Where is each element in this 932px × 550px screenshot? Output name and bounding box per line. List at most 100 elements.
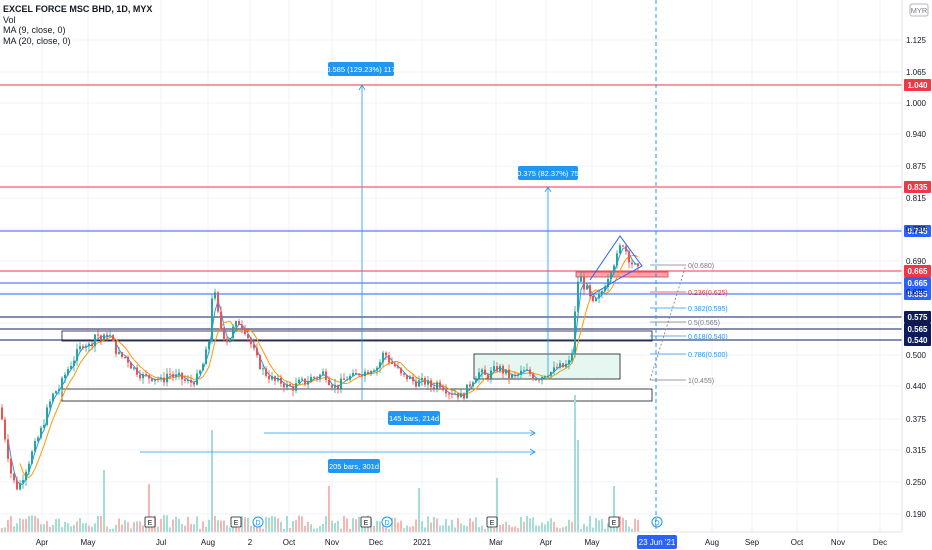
candle-body: [502, 365, 504, 374]
candle-body: [613, 265, 615, 273]
dividend-marker: [252, 516, 264, 528]
volume-bar: [280, 521, 282, 532]
candle-body: [418, 380, 420, 387]
fib-label: 0.382(0.595): [688, 306, 728, 313]
candle-body: [451, 393, 453, 395]
candle-body: [241, 324, 243, 329]
price-axis: MYR1.1251.0651.0000.9400.8750.8150.7500.…: [901, 0, 929, 532]
volume-bar: [388, 528, 390, 532]
price-tick-label: 0.690: [906, 257, 927, 266]
candle-body: [76, 349, 78, 361]
candle-body: [442, 387, 444, 391]
candle-body: [220, 311, 222, 329]
volume-bar: [409, 526, 411, 532]
candle-body: [142, 374, 144, 379]
volume-bar: [634, 518, 636, 532]
volume-bar: [283, 528, 285, 532]
fib-label: 0.618(0.540): [688, 334, 728, 341]
time-tick-label: 2: [248, 538, 253, 547]
candle-body: [589, 285, 591, 296]
volume-bar: [514, 526, 516, 532]
candle-body: [637, 263, 639, 267]
volume-bar: [25, 518, 27, 532]
candle-body: [61, 378, 63, 389]
volume-bar: [604, 528, 606, 532]
dividend-marker: [381, 516, 393, 528]
candle-body: [223, 328, 225, 339]
candle-body: [115, 341, 117, 354]
volume-bar: [580, 528, 582, 532]
candle-body: [349, 375, 351, 380]
volume-bar: [445, 519, 447, 532]
candle-body: [352, 373, 354, 376]
symbol-title: EXCEL FORCE MSC BHD, 1D, MYX: [3, 4, 153, 14]
volume-bar: [229, 527, 231, 532]
candle-body: [463, 393, 465, 399]
volume-bar: [505, 521, 507, 532]
candle-body: [91, 343, 93, 347]
fib-label: 0.5(0.565): [688, 320, 720, 327]
volume-bar: [10, 516, 12, 532]
candle-body: [178, 372, 180, 375]
measure-arrow-2-head: [544, 186, 552, 193]
candle-body: [265, 368, 267, 376]
candle-body: [604, 287, 606, 292]
fib-label: 0(0.680): [688, 263, 714, 270]
candle-body: [517, 374, 519, 376]
volume-bar: [49, 526, 51, 532]
candle-body: [79, 346, 81, 350]
candle-body: [490, 370, 492, 379]
time-tick-label: Sep: [745, 538, 760, 547]
volume-bar: [529, 518, 531, 532]
volume-bar: [37, 518, 39, 532]
volume-bar: [76, 521, 78, 532]
time-tick-label: Oct: [791, 538, 804, 547]
measure-label-1: 0.585 (129.23%) 117: [326, 65, 396, 74]
volume-bar: [355, 519, 357, 532]
volume-bar: [106, 526, 108, 532]
candle-body: [286, 384, 288, 388]
volume-bar: [292, 520, 294, 532]
candle-body: [610, 272, 612, 280]
candle-body: [268, 375, 270, 380]
volume-bar: [1, 528, 3, 532]
dividend-marker-label: D: [255, 520, 260, 527]
candle-body: [523, 370, 525, 372]
candle-body: [226, 338, 228, 343]
candle-body: [28, 463, 30, 472]
volume-bar: [241, 516, 243, 532]
time-tick-label: Nov: [831, 538, 845, 547]
candle-body: [532, 374, 534, 380]
volume-bar: [250, 525, 252, 532]
price-tick-label: 0.315: [906, 446, 927, 455]
volume-bar: [502, 524, 504, 532]
volume-bar: [88, 525, 90, 532]
price-tick-label: 0.250: [906, 478, 927, 487]
legend-ma9: MA (9, close, 0): [3, 25, 66, 35]
measure-arrow-4-head: [529, 448, 536, 456]
candle-body: [169, 373, 171, 375]
candle-body: [322, 371, 324, 375]
volume-bar: [589, 516, 591, 532]
volume-bar: [55, 519, 57, 532]
volume-bar: [100, 515, 102, 532]
candle-body: [256, 348, 258, 356]
candle-body: [4, 419, 6, 440]
volume-bar: [439, 525, 441, 532]
candle-body: [511, 374, 513, 378]
level-label: 0.835: [907, 183, 928, 192]
volume-bar: [631, 528, 633, 532]
level-label: 0.540: [907, 336, 928, 345]
volume-bar: [379, 521, 381, 532]
earnings-marker: [608, 516, 620, 528]
volume-bar: [478, 527, 480, 532]
volume-bar: [52, 524, 54, 532]
candle-body: [481, 369, 483, 373]
candle-body: [469, 384, 471, 387]
volume-bar: [28, 515, 30, 532]
volume-bar: [451, 519, 453, 532]
volume-bar: [532, 517, 534, 532]
volume-bar: [496, 478, 498, 532]
measure-label-3: 145 bars, 214d: [389, 414, 439, 423]
